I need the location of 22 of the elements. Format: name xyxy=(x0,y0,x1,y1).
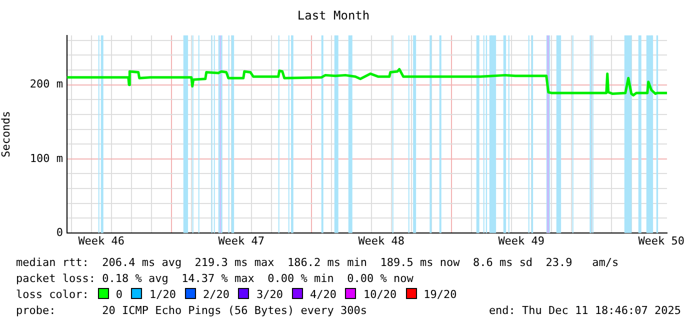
x-tick-label: Week 49 xyxy=(498,234,545,248)
text: probe: 20 ICMP Echo Pings (56 Bytes) every 300s xyxy=(16,303,368,319)
x-tick-label: Week 50 xyxy=(638,234,685,248)
y-axis-title: Seconds xyxy=(0,111,12,158)
x-tick-label: Week 48 xyxy=(358,234,405,248)
y-tick-label: 200 m xyxy=(30,78,64,91)
chart-title: Last Month xyxy=(297,8,370,22)
y-tick-label: 100 m xyxy=(30,152,64,165)
text: 19/20 xyxy=(424,288,457,301)
text: median rtt: 206.4 ms avg 219.3 ms max 186.2 ms min 189.5 ms now 8.6 ms sd 23.9 am/s xyxy=(16,255,620,271)
text: loss color: xyxy=(16,288,89,301)
text: end: Thu Dec 11 18:46:07 2025 xyxy=(488,303,681,319)
x-tick-label: Week 46 xyxy=(78,234,125,248)
text: 10/20 xyxy=(363,288,397,301)
text: packet loss: 0.18 % avg 14.37 % max 0.00 % min 0.00 % now xyxy=(16,271,414,287)
x-tick-label: Week 47 xyxy=(218,234,265,248)
text: 4/20 xyxy=(310,288,336,301)
text: 2/20 xyxy=(202,288,230,301)
text: 3/20 xyxy=(256,288,283,301)
text: 1/20 xyxy=(149,288,176,301)
y-tick-label: 0 xyxy=(56,226,63,239)
text: 0 xyxy=(116,288,122,301)
